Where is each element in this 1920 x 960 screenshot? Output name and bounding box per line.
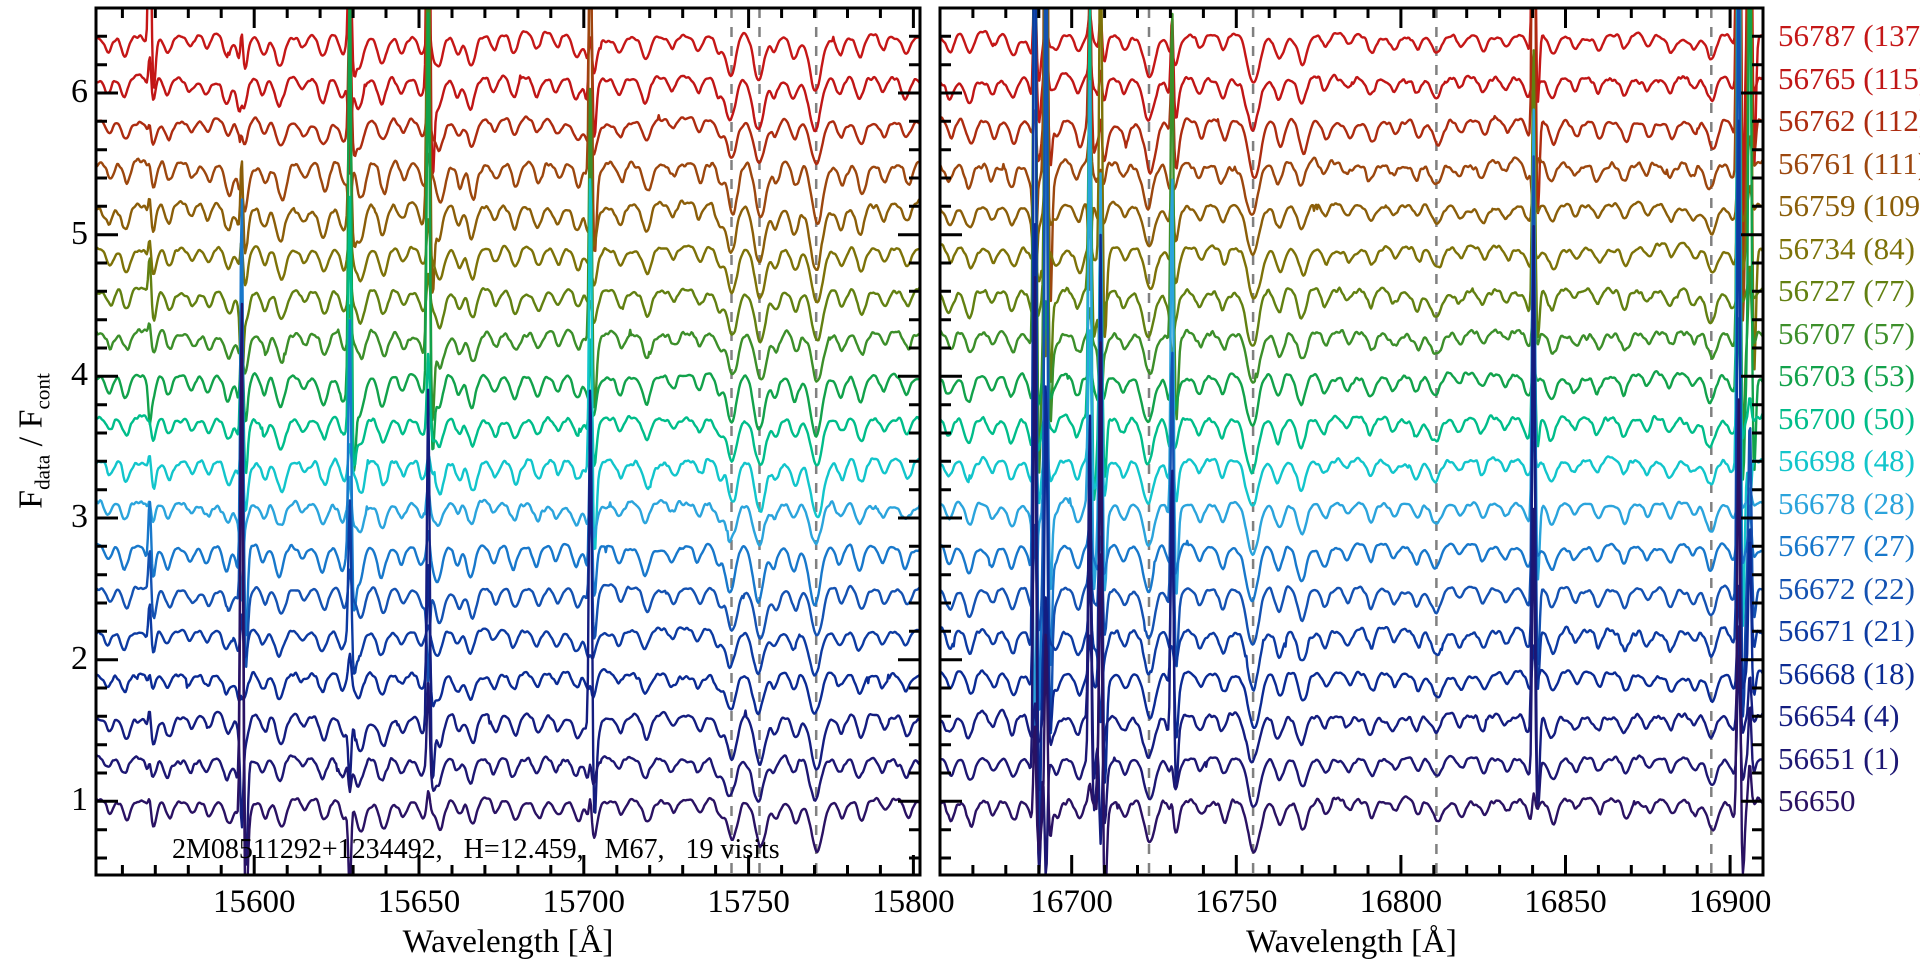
spectrum-trace-56707-panel1 xyxy=(940,8,1763,474)
spectrum-trace-56703-panel0 xyxy=(96,8,920,472)
epoch-label: 56651 (1) xyxy=(1778,740,1900,776)
x-tick-label: 15600 xyxy=(212,884,296,920)
x-tick-label: 15650 xyxy=(377,884,461,920)
spectrum-trace-56654-panel0 xyxy=(96,388,920,829)
spectrum-trace-56765-panel1 xyxy=(940,8,1763,258)
epoch-label: 56734 (84) xyxy=(1778,230,1915,266)
y-axis-title: Fdata / Fcont xyxy=(12,373,55,509)
epoch-label: 56787 (137) xyxy=(1778,18,1920,54)
epoch-label: 56650 xyxy=(1778,783,1856,819)
minor-ticks xyxy=(96,8,920,875)
epoch-label: 56700 (50) xyxy=(1778,400,1915,436)
spectrum-trace-56700-panel0 xyxy=(96,195,920,475)
spectrum-trace-56707-panel0 xyxy=(96,8,920,422)
epoch-label: 56759 (109) xyxy=(1778,188,1920,224)
epoch-label: 56703 (53) xyxy=(1778,358,1915,394)
spectrum-trace-56787-panel0 xyxy=(96,8,920,92)
spectrum-trace-56678-panel0 xyxy=(96,475,920,602)
spectrum-trace-56765-panel0 xyxy=(96,8,920,176)
epoch-label: 56672 (22) xyxy=(1778,570,1915,606)
spectrum-trace-56678-panel1 xyxy=(940,29,1763,736)
x-tick-label: 16750 xyxy=(1195,884,1278,920)
panel-frame xyxy=(94,6,922,877)
spectrum-trace-56703-panel1 xyxy=(940,8,1763,481)
x-tick-label: 16800 xyxy=(1359,884,1443,920)
spectrum-trace-56727-panel1 xyxy=(940,8,1763,383)
x-axis-title: Wavelength [Å] xyxy=(402,924,614,960)
spectrum-trace-56677-panel1 xyxy=(940,8,1763,711)
y-tick-label: 4 xyxy=(71,356,88,394)
major-ticks xyxy=(96,8,920,875)
spectrum-trace-56672-panel0 xyxy=(96,345,920,683)
minor-ticks xyxy=(940,8,1763,875)
spectrum-trace-56651-panel1 xyxy=(940,276,1763,875)
y-tick-label: 2 xyxy=(71,639,88,677)
left-panel xyxy=(94,6,922,877)
spectrum-trace-56762-panel1 xyxy=(940,8,1763,296)
epoch-label: 56668 (18) xyxy=(1778,655,1915,691)
spectrum-trace-56759-panel0 xyxy=(96,8,920,294)
spectrum-trace-56672-panel1 xyxy=(940,8,1763,735)
spectrum-trace-56698-panel0 xyxy=(96,178,920,551)
epoch-label: 56678 (28) xyxy=(1778,485,1915,521)
epoch-label: 56677 (27) xyxy=(1778,528,1915,564)
spectrum-trace-56700-panel1 xyxy=(940,8,1763,501)
panel-frame xyxy=(938,6,1765,877)
spectrum-trace-56698-panel1 xyxy=(940,8,1763,627)
spectrum-trace-56762-panel0 xyxy=(96,8,920,166)
y-tick-label: 3 xyxy=(71,498,88,536)
x-axis-title: Wavelength [Å] xyxy=(1246,924,1457,960)
epoch-label: 56727 (77) xyxy=(1778,273,1915,309)
spectrum-trace-56671-panel0 xyxy=(96,499,920,677)
spectrum-trace-56734-panel0 xyxy=(96,218,920,304)
epoch-label: 56698 (48) xyxy=(1778,443,1915,479)
spectrum-trace-56734-panel1 xyxy=(940,8,1763,371)
epoch-label: 56707 (57) xyxy=(1778,315,1915,351)
y-tick-label: 5 xyxy=(71,214,88,252)
target-annotation: 2M08511292+1234492, H=12.459, M67, 19 vi… xyxy=(172,834,780,865)
major-ticks xyxy=(940,8,1763,875)
spectrum-trace-56787-panel1 xyxy=(940,8,1763,193)
spectrum-trace-56650-panel0 xyxy=(96,357,920,875)
x-tick-label: 15750 xyxy=(707,884,790,920)
spectrum-trace-56761-panel0 xyxy=(96,8,920,253)
spectrum-trace-56668-panel0 xyxy=(96,564,920,716)
y-tick-label: 1 xyxy=(71,781,88,819)
epoch-label: 56765 (115) xyxy=(1778,60,1920,96)
x-tick-label: 16850 xyxy=(1524,884,1607,920)
epoch-label: 56654 (4) xyxy=(1778,698,1900,734)
epoch-label: 56762 (112) xyxy=(1778,103,1920,139)
x-tick-label: 16900 xyxy=(1688,884,1772,920)
spectrum-trace-56650-panel1 xyxy=(940,341,1763,875)
spectrum-trace-56651-panel0 xyxy=(96,302,920,866)
spectrum-trace-56668-panel1 xyxy=(940,223,1763,792)
epoch-label: 56761 (111) xyxy=(1778,145,1920,181)
y-tick-label: 6 xyxy=(71,73,88,111)
epoch-label: 56671 (21) xyxy=(1778,613,1915,649)
spectrum-trace-56677-panel0 xyxy=(96,198,920,637)
spectrum-trace-56761-panel1 xyxy=(940,8,1763,361)
x-tick-label: 16700 xyxy=(1030,884,1113,920)
spectrum-trace-56759-panel1 xyxy=(940,130,1763,357)
x-tick-label: 15800 xyxy=(872,884,955,920)
right-panel xyxy=(938,6,1765,877)
spectrum-trace-56654-panel1 xyxy=(940,225,1763,845)
spectrum-trace-56727-panel0 xyxy=(96,257,920,406)
spectrum-trace-56671-panel1 xyxy=(940,8,1763,851)
x-tick-label: 15700 xyxy=(542,884,626,920)
